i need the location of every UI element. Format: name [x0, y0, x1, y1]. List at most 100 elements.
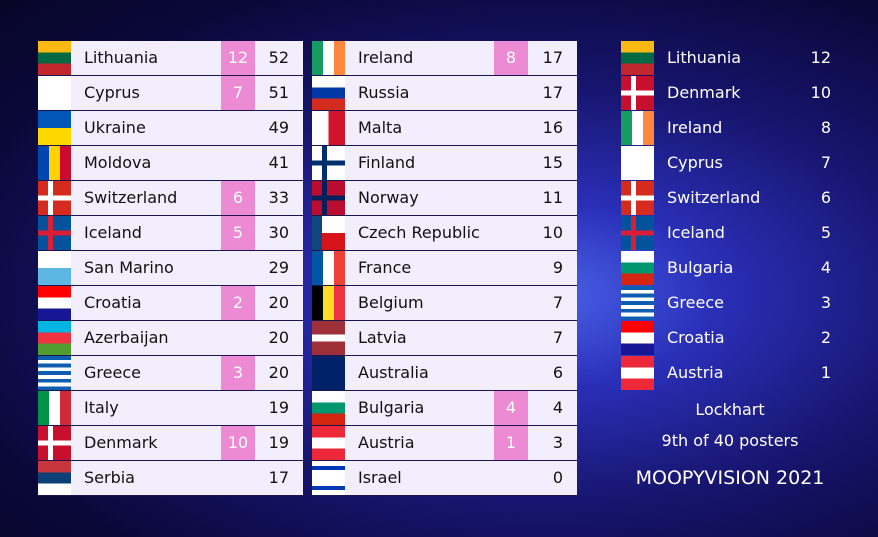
- country-row: Finland 15: [312, 146, 577, 181]
- total-score: 7: [552, 293, 563, 312]
- total-score: 20: [268, 328, 289, 347]
- flag-icon: [621, 111, 654, 145]
- total-score: 30: [268, 223, 289, 242]
- country-row: Switzerland 6 33: [38, 181, 303, 216]
- points-received: 1: [494, 426, 528, 460]
- points-received: 2: [221, 286, 255, 320]
- total-score: 0: [552, 468, 563, 487]
- country-row: Malta 16: [312, 111, 577, 146]
- flag-icon: [38, 146, 71, 180]
- points-given: 6: [820, 188, 831, 207]
- total-score: 17: [542, 83, 563, 102]
- flag-icon: [312, 111, 345, 145]
- country-row: Israel 0: [312, 461, 577, 496]
- country-row: Serbia 17: [38, 461, 303, 496]
- country-row: Austria 1: [621, 356, 839, 390]
- flag-icon: [312, 286, 345, 320]
- country-row: Denmark 10 19: [38, 426, 303, 461]
- country-row: Lithuania 12 52: [38, 41, 303, 76]
- flag-icon: [621, 286, 654, 320]
- points-received: 10: [221, 426, 255, 460]
- country-name: Switzerland: [667, 188, 761, 207]
- country-row: Latvia 7: [312, 321, 577, 356]
- country-name: Croatia: [84, 293, 142, 312]
- country-name: Austria: [358, 433, 415, 452]
- country-row: Ireland 8: [621, 111, 839, 145]
- total-score: 20: [268, 363, 289, 382]
- total-score: 16: [542, 118, 563, 137]
- flag-icon: [38, 391, 71, 425]
- country-row: Russia 17: [312, 76, 577, 111]
- flag-icon: [38, 41, 71, 75]
- total-score: 51: [268, 83, 289, 102]
- total-score: 7: [552, 328, 563, 347]
- country-row: Iceland 5 30: [38, 216, 303, 251]
- points-given: 7: [820, 153, 831, 172]
- country-name: Malta: [358, 118, 403, 137]
- flag-icon: [621, 181, 654, 215]
- flag-icon: [312, 41, 345, 75]
- country-name: Denmark: [667, 83, 741, 102]
- total-score: 10: [542, 223, 563, 242]
- country-name: Austria: [667, 363, 724, 382]
- country-row: Lithuania 12: [621, 41, 839, 75]
- flag-icon: [312, 216, 345, 250]
- points-received: 7: [221, 76, 255, 110]
- country-name: Belgium: [358, 293, 424, 312]
- total-score: 41: [268, 153, 289, 172]
- country-row: Denmark 10: [621, 76, 839, 110]
- points-given: 10: [810, 83, 831, 102]
- total-score: 3: [552, 433, 563, 452]
- total-score: 20: [268, 293, 289, 312]
- country-name: Greece: [84, 363, 141, 382]
- country-name: Finland: [358, 153, 416, 172]
- total-score: 6: [552, 363, 563, 382]
- country-name: Iceland: [667, 223, 725, 242]
- country-name: Azerbaijan: [84, 328, 169, 347]
- flag-icon: [38, 76, 71, 110]
- country-name: Norway: [358, 188, 419, 207]
- country-name: Bulgaria: [667, 258, 734, 277]
- points-received: 8: [494, 41, 528, 75]
- country-row: Austria 1 3: [312, 426, 577, 461]
- points-given: 2: [820, 328, 831, 347]
- country-row: Croatia 2: [621, 321, 839, 355]
- total-score: 52: [268, 48, 289, 67]
- country-name: Cyprus: [84, 83, 140, 102]
- country-name: Bulgaria: [358, 398, 425, 417]
- country-row: Belgium 7: [312, 286, 577, 321]
- country-row: Iceland 5: [621, 216, 839, 250]
- voter-name: Lockhart: [695, 400, 765, 419]
- flag-icon: [621, 356, 654, 390]
- country-name: Czech Republic: [358, 223, 480, 242]
- country-row: Azerbaijan 20: [38, 321, 303, 356]
- country-name: Russia: [358, 83, 410, 102]
- country-name: Lithuania: [84, 48, 159, 67]
- country-name: Greece: [667, 293, 724, 312]
- flag-icon: [38, 181, 71, 215]
- flag-icon: [621, 251, 654, 285]
- country-name: Moldova: [84, 153, 152, 172]
- country-name: Switzerland: [84, 188, 178, 207]
- country-row: Bulgaria 4 4: [312, 391, 577, 426]
- points-given: 3: [820, 293, 831, 312]
- flag-icon: [312, 146, 345, 180]
- country-name: Lithuania: [667, 48, 742, 67]
- points-received: 4: [494, 391, 528, 425]
- country-name: Iceland: [84, 223, 142, 242]
- country-row: Italy 19: [38, 391, 303, 426]
- flag-icon: [38, 461, 71, 495]
- country-row: Ireland 8 17: [312, 41, 577, 76]
- points-received: 6: [221, 181, 255, 215]
- country-row: San Marino 29: [38, 251, 303, 286]
- country-name: France: [358, 258, 412, 277]
- voter-rank: 9th of 40 posters: [661, 431, 799, 450]
- points-given: 5: [820, 223, 831, 242]
- points-given: 1: [820, 363, 831, 382]
- country-name: Serbia: [84, 468, 135, 487]
- country-row: Bulgaria 4: [621, 251, 839, 285]
- points-given: 8: [820, 118, 831, 137]
- flag-icon: [621, 76, 654, 110]
- country-row: Australia 6: [312, 356, 577, 391]
- flag-icon: [621, 321, 654, 355]
